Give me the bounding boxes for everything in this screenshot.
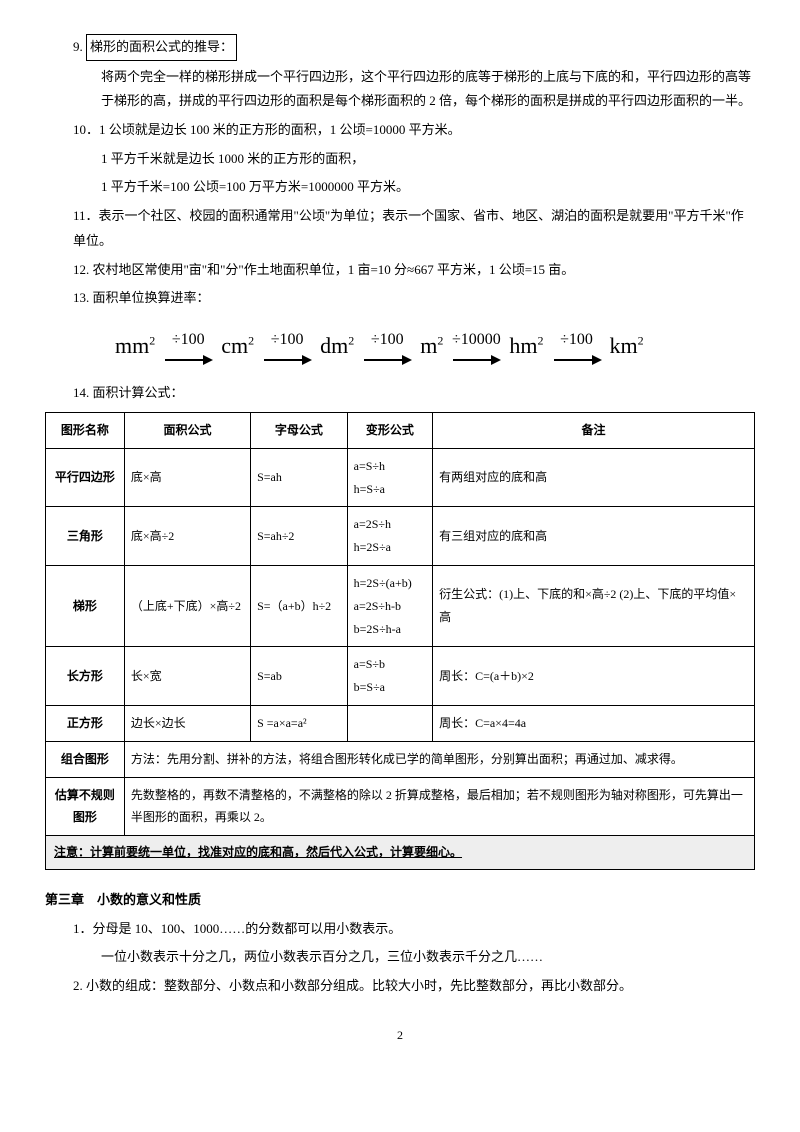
table-cell: 先数整格的，再数不清整格的，不满整格的除以 2 折算成整格，最后相加；若不规则图… bbox=[124, 777, 754, 836]
table-note: 注意：计算前要统一单位，找准对应的底和高，然后代入公式，计算要细心。 bbox=[46, 836, 755, 870]
table-cell: S=ab bbox=[251, 647, 348, 706]
table-cell bbox=[347, 705, 432, 741]
arrow-group: ÷100 bbox=[163, 325, 213, 367]
arrow-label: ÷100 bbox=[560, 325, 593, 355]
table-row-combo: 组合图形方法：先用分割、拼补的方法，将组合图形转化成已学的简单图形，分别算出面积… bbox=[46, 741, 755, 777]
unit-mm: mm2 bbox=[115, 325, 155, 367]
table-cell: a=S÷bb=S÷a bbox=[347, 647, 432, 706]
unit-conversion-diagram: mm2 ÷100 cm2 ÷100 dm2 ÷100 m2 ÷10000 hm2 ÷100 km2 bbox=[45, 315, 755, 377]
unit-dm: dm2 bbox=[320, 325, 354, 367]
th-letter: 字母公式 bbox=[251, 412, 348, 448]
arrow-label: ÷10000 bbox=[452, 325, 501, 355]
item-9-title: 梯形的面积公式的推导： bbox=[86, 34, 237, 61]
item-10-line2: 1 平方千米就是边长 1000 米的正方形的面积， bbox=[45, 147, 755, 172]
table-cell: 衍生公式：(1)上、下底的和×高÷2 (2)上、下底的平均值×高 bbox=[433, 565, 755, 646]
th-variant: 变形公式 bbox=[347, 412, 432, 448]
arrow-group: ÷10000 bbox=[451, 325, 501, 367]
item-10-line3: 1 平方千米=100 公顷=100 万平方米=1000000 平方米。 bbox=[45, 175, 755, 200]
table-row: 平行四边形底×高S=aha=S÷hh=S÷a有两组对应的底和高 bbox=[46, 448, 755, 507]
table-cell: 梯形 bbox=[46, 565, 125, 646]
arrow-icon bbox=[262, 353, 312, 367]
table-cell: a=2S÷hh=2S÷a bbox=[347, 507, 432, 566]
table-header-row: 图形名称 面积公式 字母公式 变形公式 备注 bbox=[46, 412, 755, 448]
ch3-item-2: 2. 小数的组成：整数部分、小数点和小数部分组成。比较大小时，先比整数部分，再比… bbox=[45, 974, 755, 999]
unit-cm: cm2 bbox=[221, 325, 254, 367]
arrow-icon bbox=[362, 353, 412, 367]
table-cell: h=2S÷(a+b)a=2S÷h-bb=2S÷h-a bbox=[347, 565, 432, 646]
item-9-heading: 9. 梯形的面积公式的推导： bbox=[45, 34, 755, 61]
table-cell: S=（a+b）h÷2 bbox=[251, 565, 348, 646]
table-cell: 底×高 bbox=[124, 448, 250, 507]
unit-hm: hm2 bbox=[509, 325, 543, 367]
table-cell: S=ah bbox=[251, 448, 348, 507]
item-9-label: 9. bbox=[73, 39, 83, 54]
th-note: 备注 bbox=[433, 412, 755, 448]
item-13: 13. 面积单位换算进率： bbox=[45, 286, 755, 311]
table-cell: 周长：C=a×4=4a bbox=[433, 705, 755, 741]
table-cell: S=ah÷2 bbox=[251, 507, 348, 566]
table-row-estimate: 估算不规则图形先数整格的，再数不清整格的，不满整格的除以 2 折算成整格，最后相… bbox=[46, 777, 755, 836]
table-cell: 边长×边长 bbox=[124, 705, 250, 741]
table-cell: 长×宽 bbox=[124, 647, 250, 706]
arrow-group: ÷100 bbox=[552, 325, 602, 367]
table-cell: 组合图形 bbox=[46, 741, 125, 777]
table-cell: 估算不规则图形 bbox=[46, 777, 125, 836]
unit-m: m2 bbox=[420, 325, 443, 367]
table-cell: 三角形 bbox=[46, 507, 125, 566]
arrow-icon bbox=[552, 353, 602, 367]
table-cell: 周长：C=(a＋b)×2 bbox=[433, 647, 755, 706]
item-14: 14. 面积计算公式： bbox=[45, 381, 755, 406]
item-11: 11．表示一个社区、校园的面积通常用"公顷"为单位；表示一个国家、省市、地区、湖… bbox=[45, 204, 755, 253]
item-10-line1: 10．1 公顷就是边长 100 米的正方形的面积，1 公顷=10000 平方米。 bbox=[45, 118, 755, 143]
table-cell: 有两组对应的底和高 bbox=[433, 448, 755, 507]
table-row: 长方形长×宽S=aba=S÷bb=S÷a周长：C=(a＋b)×2 bbox=[46, 647, 755, 706]
arrow-label: ÷100 bbox=[172, 325, 205, 355]
table-cell: 长方形 bbox=[46, 647, 125, 706]
page-number: 2 bbox=[45, 1024, 755, 1047]
th-shape: 图形名称 bbox=[46, 412, 125, 448]
arrow-icon bbox=[451, 353, 501, 367]
ch3-item-1b: 一位小数表示十分之几，两位小数表示百分之几，三位小数表示千分之几…… bbox=[45, 945, 755, 970]
table-cell: 正方形 bbox=[46, 705, 125, 741]
item-9-body: 将两个完全一样的梯形拼成一个平行四边形，这个平行四边形的底等于梯形的上底与下底的… bbox=[45, 65, 755, 114]
unit-km: km2 bbox=[610, 325, 644, 367]
table-cell: 底×高÷2 bbox=[124, 507, 250, 566]
arrow-icon bbox=[163, 353, 213, 367]
table-cell: a=S÷hh=S÷a bbox=[347, 448, 432, 507]
arrow-group: ÷100 bbox=[362, 325, 412, 367]
table-cell: 有三组对应的底和高 bbox=[433, 507, 755, 566]
table-cell: （上底+下底）×高÷2 bbox=[124, 565, 250, 646]
table-row: 三角形底×高÷2S=ah÷2a=2S÷hh=2S÷a有三组对应的底和高 bbox=[46, 507, 755, 566]
table-cell: 平行四边形 bbox=[46, 448, 125, 507]
table-cell: 方法：先用分割、拼补的方法，将组合图形转化成已学的简单图形，分别算出面积；再通过… bbox=[124, 741, 754, 777]
table-row: 正方形边长×边长S =a×a=a² 周长：C=a×4=4a bbox=[46, 705, 755, 741]
arrow-group: ÷100 bbox=[262, 325, 312, 367]
chapter-3-title: 第三章 小数的意义和性质 bbox=[45, 888, 755, 913]
item-12: 12. 农村地区常使用"亩"和"分"作土地面积单位，1 亩=10 分≈667 平… bbox=[45, 258, 755, 283]
ch3-item-1: 1．分母是 10、100、1000……的分数都可以用小数表示。 bbox=[45, 917, 755, 942]
area-formula-table: 图形名称 面积公式 字母公式 变形公式 备注 平行四边形底×高S=aha=S÷h… bbox=[45, 412, 755, 870]
arrow-label: ÷100 bbox=[271, 325, 304, 355]
arrow-label: ÷100 bbox=[371, 325, 404, 355]
table-row: 梯形（上底+下底）×高÷2S=（a+b）h÷2h=2S÷(a+b)a=2S÷h-… bbox=[46, 565, 755, 646]
table-cell: S =a×a=a² bbox=[251, 705, 348, 741]
table-row-note: 注意：计算前要统一单位，找准对应的底和高，然后代入公式，计算要细心。 bbox=[46, 836, 755, 870]
th-formula: 面积公式 bbox=[124, 412, 250, 448]
